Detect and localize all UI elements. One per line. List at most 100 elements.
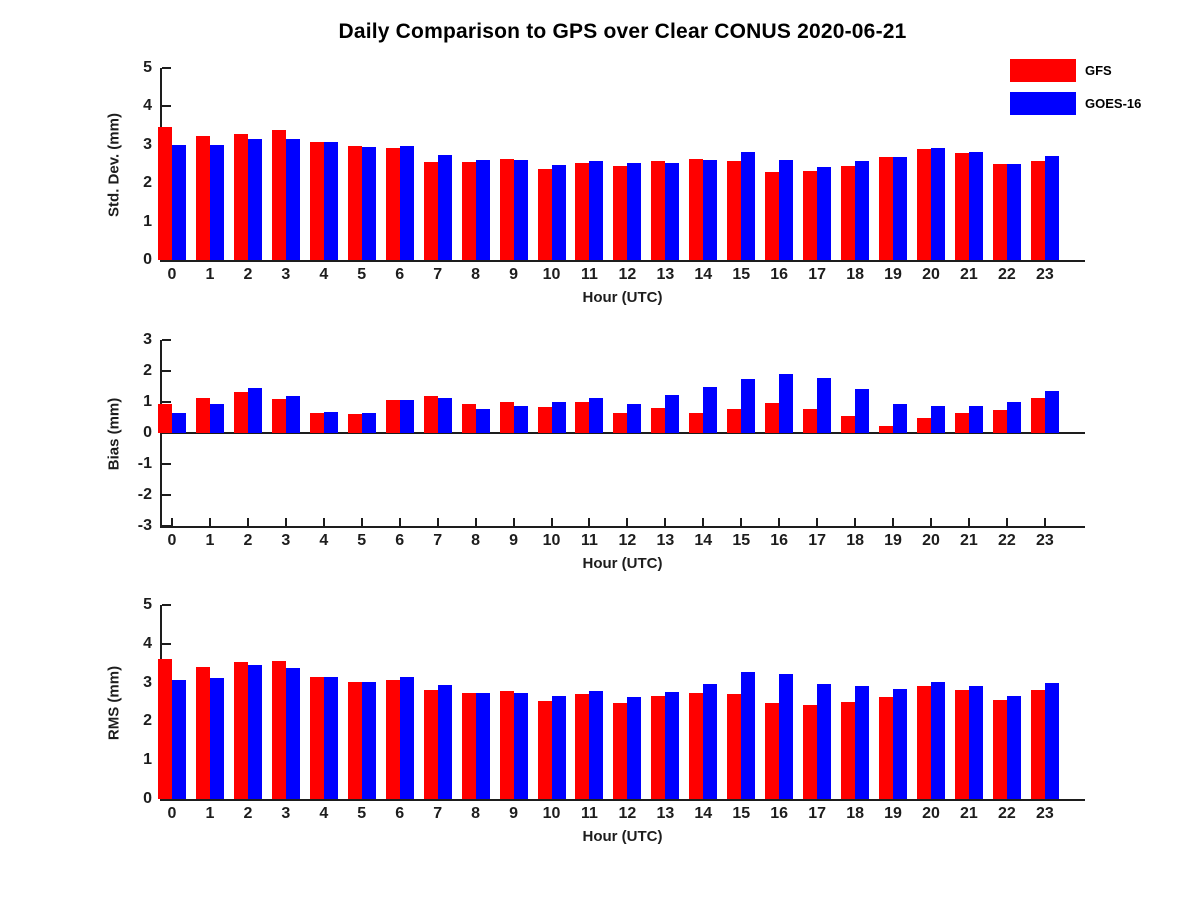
bar-gfs-hour-1 [195, 135, 210, 260]
chart-title: Daily Comparison to GPS over Clear CONUS… [338, 20, 907, 43]
x-tick-label: 7 [433, 532, 443, 549]
x-axis-label-std-dev: Hour (UTC) [582, 289, 663, 306]
x-tick-mark [854, 518, 857, 526]
bar-goes-16-hour-5 [361, 412, 376, 433]
x-tick-label: 14 [694, 266, 713, 283]
y-tick-mark [162, 525, 171, 527]
y-tick-mark [162, 494, 171, 497]
bar-gfs-hour-23 [1030, 161, 1045, 260]
bar-goes-16-hour-22 [1006, 402, 1021, 433]
plot-area-bias: -3 -2 -1 0 1 2 3 0 1 2 3 4 5 6 7 8 9 10 11 12 13 14 15 16 17 18 19… [138, 331, 1085, 549]
bar-gfs-hour-6 [385, 679, 400, 799]
y-tick-label: -2 [137, 486, 152, 504]
x-tick-label: 6 [395, 805, 405, 822]
x-tick-mark [702, 518, 705, 526]
bar-goes-16-hour-16 [779, 159, 794, 260]
y-tick-label: 3 [143, 135, 152, 153]
x-tick-label: 9 [509, 266, 518, 283]
x-tick-label: 16 [770, 532, 789, 549]
legend-swatch-gfs-icon [1010, 59, 1076, 82]
x-tick-label: 11 [580, 805, 598, 822]
y-tick-mark [162, 370, 171, 372]
x-tick-label: 23 [1035, 532, 1054, 549]
bar-gfs-hour-0 [158, 403, 172, 433]
x-tick-label: 23 [1035, 266, 1054, 283]
bar-goes-16-hour-14 [703, 387, 718, 433]
bar-gfs-hour-21 [954, 689, 969, 799]
bar-gfs-hour-19 [879, 157, 894, 260]
bar-gfs-hour-3 [271, 399, 286, 433]
x-tick-mark [626, 518, 629, 526]
x-tick-label: 22 [997, 266, 1016, 283]
bar-goes-16-hour-6 [399, 399, 414, 433]
x-tick-label: 2 [243, 266, 253, 283]
x-tick-label: 17 [808, 805, 827, 822]
bar-gfs-hour-7 [423, 689, 438, 799]
x-tick-label: 5 [357, 266, 367, 283]
x-tick-mark [778, 518, 781, 526]
x-tick-label: 14 [694, 532, 713, 549]
bar-goes-16-hour-1 [209, 678, 224, 799]
bar-goes-16-hour-14 [703, 683, 718, 799]
x-tick-label: 7 [433, 266, 443, 283]
bar-gfs-hour-5 [347, 414, 362, 433]
y-tick-label: 1 [143, 751, 152, 769]
bar-goes-16-hour-23 [1044, 682, 1059, 799]
panel-rms: RMS (mm) 0 1 2 3 4 5 0 1 2 3 4 5 6 7 8 9 10 11 12 13 14 15 16 1… [106, 596, 1085, 845]
bar-gfs-hour-19 [879, 697, 894, 799]
legend: GFS GOES-16 [1010, 59, 1141, 125]
y-tick-label: 0 [143, 251, 152, 268]
x-tick-mark [398, 518, 401, 526]
plot-area-rms: 0 1 2 3 4 5 0 1 2 3 4 5 6 7 8 9 10 11 12 13 14 15 16 17 18 19 20 21… [143, 596, 1085, 822]
bar-gfs-hour-10 [537, 701, 552, 799]
x-tick-label: 19 [884, 266, 902, 283]
bar-goes-16-hour-16 [779, 374, 794, 433]
y-tick-mark [162, 604, 171, 606]
bar-goes-16-hour-5 [361, 146, 376, 260]
bar-goes-16-hour-13 [665, 691, 680, 799]
x-tick-label: 16 [770, 266, 789, 283]
bar-goes-16-hour-14 [703, 160, 718, 260]
x-tick-label: 0 [167, 266, 177, 283]
bar-gfs-hour-20 [917, 149, 931, 260]
y-tick-mark [162, 642, 171, 645]
bar-gfs-hour-18 [841, 415, 856, 433]
bar-goes-16-hour-5 [361, 682, 376, 799]
x-tick-label: 1 [205, 266, 215, 283]
bar-gfs-hour-9 [499, 690, 514, 799]
y-tick-label: 0 [143, 424, 152, 441]
bar-gfs-hour-17 [803, 170, 818, 260]
x-tick-label: 15 [732, 266, 751, 283]
y-tick-label: 5 [143, 596, 152, 613]
y-tick-mark [162, 432, 171, 434]
x-tick-mark [1005, 518, 1008, 526]
x-tick-label: 5 [357, 805, 367, 822]
x-tick-mark [171, 518, 173, 526]
bar-goes-16-hour-22 [1006, 164, 1021, 260]
x-tick-mark [436, 518, 439, 526]
x-tick-mark [1043, 518, 1046, 526]
x-tick-mark [588, 518, 591, 526]
bar-gfs-hour-23 [1030, 398, 1045, 433]
x-tick-label: 11 [580, 266, 598, 283]
y-tick-label: 4 [143, 634, 152, 652]
bar-gfs-hour-0 [158, 126, 172, 260]
bar-goes-16-hour-21 [968, 685, 983, 799]
legend-item-gfs: GFS [1010, 59, 1141, 82]
y-tick-mark [162, 105, 171, 108]
x-axis-label-rms: Hour (UTC) [582, 828, 663, 845]
panel-std-dev: Std. Dev. (mm) 0 1 2 3 4 5 0 1 2 3 4 5 6 7 8 9 10 11 12 13 1… [106, 59, 1085, 306]
bar-goes-16-hour-4 [323, 141, 338, 260]
bar-goes-16-hour-17 [817, 683, 832, 799]
bar-gfs-hour-21 [954, 153, 969, 260]
bar-gfs-hour-10 [537, 169, 552, 260]
bar-gfs-hour-22 [992, 410, 1007, 433]
x-tick-label: 17 [808, 532, 827, 549]
bar-gfs-hour-2 [233, 662, 248, 799]
x-tick-label: 9 [509, 805, 518, 822]
bar-goes-16-hour-2 [247, 664, 262, 799]
x-tick-label: 3 [281, 266, 291, 283]
bar-gfs-hour-8 [461, 403, 476, 433]
bar-gfs-hour-8 [461, 161, 476, 260]
